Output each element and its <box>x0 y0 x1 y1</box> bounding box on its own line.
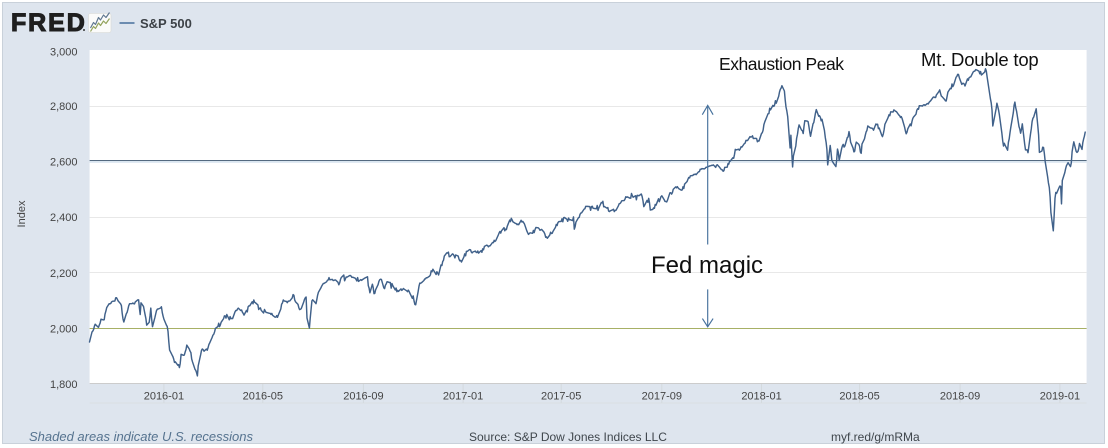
svg-text:2016-09: 2016-09 <box>343 391 383 403</box>
svg-text:2,600: 2,600 <box>50 157 78 169</box>
svg-text:2,200: 2,200 <box>50 268 78 280</box>
svg-text:Index: Index <box>16 200 28 227</box>
svg-text:2017-01: 2017-01 <box>443 391 483 403</box>
svg-text:2018-09: 2018-09 <box>940 391 980 403</box>
svg-text:2,000: 2,000 <box>50 323 78 335</box>
svg-text:2018-01: 2018-01 <box>741 391 781 403</box>
svg-text:2016-05: 2016-05 <box>243 391 283 403</box>
svg-text:2017-09: 2017-09 <box>642 391 682 403</box>
svg-text:3,000: 3,000 <box>50 47 78 59</box>
svg-text:2018-05: 2018-05 <box>839 391 879 403</box>
svg-text:2016-01: 2016-01 <box>144 391 184 403</box>
svg-text:2019-01: 2019-01 <box>1040 391 1080 403</box>
svg-text:1,800: 1,800 <box>50 379 78 391</box>
svg-text:2,800: 2,800 <box>50 101 78 113</box>
svg-text:2017-05: 2017-05 <box>541 391 581 403</box>
svg-text:2,400: 2,400 <box>50 212 78 224</box>
